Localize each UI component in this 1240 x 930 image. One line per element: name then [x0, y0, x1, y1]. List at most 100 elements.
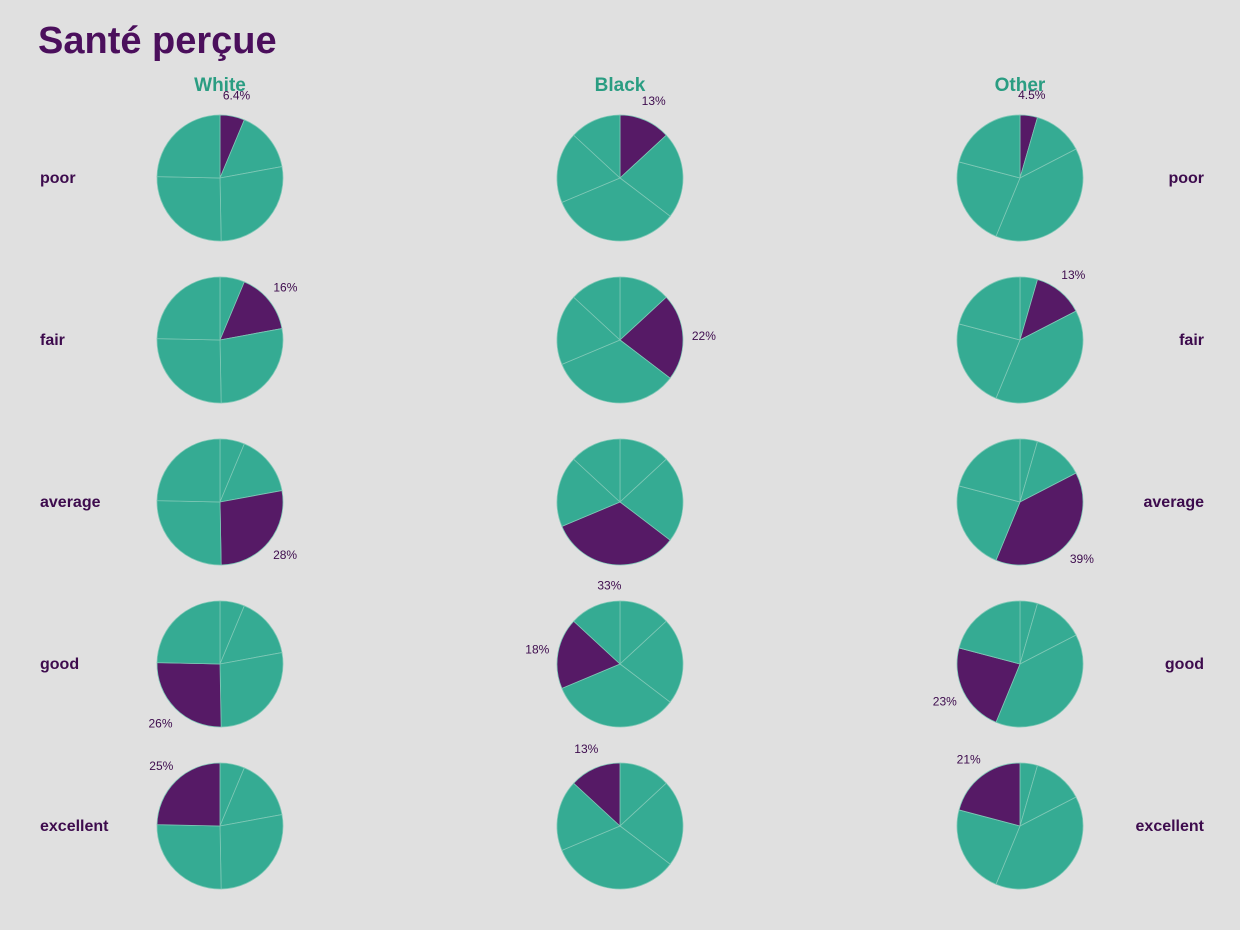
slice-excellent [156, 438, 221, 503]
slice-average [995, 148, 1084, 242]
slice-good [556, 458, 621, 527]
slice-good [556, 296, 621, 365]
slice-average [995, 796, 1084, 890]
pct-label-other-poor: 4.5% [1018, 88, 1046, 102]
slice-good [956, 809, 1021, 885]
slice-fair-highlighted [619, 296, 684, 379]
row-label-right-good: good [1165, 656, 1204, 673]
slice-good [156, 824, 222, 890]
pct-label-other-average: 39% [1070, 552, 1094, 566]
slice-fair [219, 119, 283, 179]
slice-fair [219, 605, 283, 665]
slice-fair [619, 620, 684, 703]
pct-label-black-poor: 13% [642, 94, 666, 108]
pct-label-white-fair: 16% [273, 280, 297, 294]
slice-excellent [958, 276, 1021, 341]
slice-good-highlighted [156, 662, 222, 728]
slice-excellent [156, 600, 221, 665]
slice-average [561, 339, 671, 404]
slice-excellent-highlighted [958, 762, 1021, 827]
slice-excellent [573, 114, 621, 179]
slice-excellent [156, 276, 221, 341]
pie-white-average: 28% [156, 438, 297, 566]
pct-label-black-fair: 22% [692, 329, 716, 343]
pct-label-white-good: 26% [148, 716, 172, 730]
slice-good [956, 323, 1021, 399]
slice-average-highlighted [995, 472, 1084, 566]
slice-average [219, 166, 284, 242]
pie-other-good: 23% [933, 600, 1084, 728]
pie-white-poor: 6.4% [156, 89, 284, 242]
pct-label-white-excellent: 25% [149, 759, 173, 773]
row-label-left-average: average [40, 494, 101, 511]
slice-good [156, 176, 222, 242]
pie-other-average: 39% [956, 438, 1094, 566]
pct-label-other-good: 23% [933, 694, 957, 708]
slice-excellent-highlighted [573, 762, 621, 827]
pie-black-average: 33% [556, 438, 684, 592]
row-label-right-poor: poor [1168, 170, 1204, 187]
slice-fair [619, 782, 684, 865]
row-label-left-poor: poor [40, 170, 76, 187]
slice-good [556, 134, 621, 203]
slice-excellent [156, 114, 221, 179]
slice-good [956, 161, 1021, 237]
slice-good-highlighted [556, 620, 621, 689]
slice-average [561, 663, 671, 728]
slice-good [156, 500, 222, 566]
column-header-other: Other [995, 75, 1046, 96]
slice-average [219, 328, 284, 404]
pie-black-excellent: 13% [556, 742, 684, 890]
pct-label-black-excellent: 13% [574, 742, 598, 756]
slice-good [956, 485, 1021, 561]
slice-excellent [958, 600, 1021, 665]
pct-label-other-excellent: 21% [957, 753, 981, 767]
pie-black-poor: 13% [556, 94, 684, 242]
slice-good [156, 338, 222, 404]
slice-average-highlighted [561, 501, 671, 566]
column-header-white: White [194, 75, 246, 96]
slice-fair [219, 767, 283, 827]
row-label-left-excellent: excellent [40, 818, 109, 835]
slice-average-highlighted [219, 490, 284, 566]
slice-average [561, 825, 671, 890]
slice-excellent-highlighted [156, 762, 221, 827]
slice-fair [619, 134, 684, 217]
slice-fair-highlighted [219, 281, 283, 341]
row-label-left-good: good [40, 656, 79, 673]
slice-average [219, 814, 284, 890]
pct-label-white-average: 28% [273, 548, 297, 562]
pie-black-good: 18% [525, 600, 684, 728]
slice-excellent [958, 114, 1021, 179]
row-label-left-fair: fair [40, 332, 65, 349]
slice-fair [219, 443, 283, 503]
chart-title: Santé perçue [38, 20, 277, 62]
pct-label-black-good: 18% [525, 642, 549, 656]
slice-fair [619, 458, 684, 541]
pct-label-white-poor: 6.4% [223, 89, 251, 103]
slice-excellent [573, 276, 621, 341]
row-label-right-average: average [1144, 494, 1205, 511]
column-header-black: Black [595, 75, 646, 96]
slice-good-highlighted [956, 647, 1021, 723]
slice-good [556, 782, 621, 851]
pie-white-fair: 16% [156, 276, 298, 404]
slice-excellent [573, 600, 621, 665]
slice-excellent [958, 438, 1021, 503]
pie-white-excellent: 25% [149, 759, 284, 890]
slice-average [219, 652, 284, 728]
row-label-right-fair: fair [1179, 332, 1204, 349]
pie-other-fair: 13% [956, 268, 1086, 404]
pie-other-excellent: 21% [956, 753, 1084, 890]
pie-other-poor: 4.5% [956, 88, 1084, 242]
pie-white-good: 26% [148, 600, 284, 730]
pie-black-fair: 22% [556, 276, 716, 404]
slice-average [995, 310, 1084, 404]
pct-label-black-average: 33% [597, 578, 621, 592]
slice-average [995, 634, 1084, 728]
slice-excellent [573, 438, 621, 503]
pct-label-other-fair: 13% [1061, 268, 1085, 282]
row-label-right-excellent: excellent [1136, 818, 1205, 835]
slice-average [561, 177, 671, 242]
